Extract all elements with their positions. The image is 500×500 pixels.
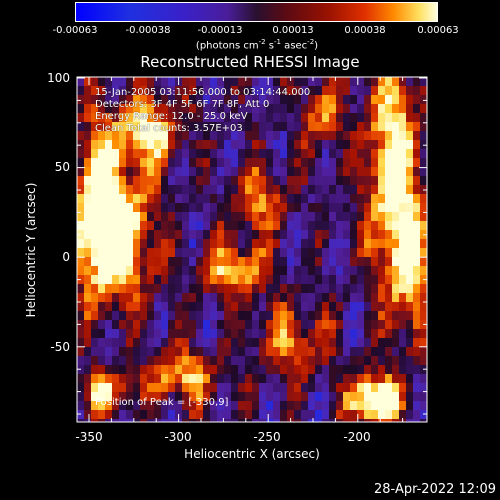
time-range-annotation: 15-Jan-2005 03:11:56.000 to 03:14:44.000 [95, 87, 311, 98]
y-tick-label: 0 [62, 250, 70, 264]
plot-title: Reconstructed RHESSI Image [140, 53, 360, 71]
colorbar-tick-label: 0.00013 [272, 25, 314, 36]
y-axis-ticks [77, 77, 427, 415]
peak-position-annotation: Position of Peak = [-330,9] [95, 397, 229, 408]
colorbar [75, 2, 438, 22]
energy-range-annotation: Energy Range: 12.0 - 25.0 keV [95, 111, 248, 122]
detectors-annotation: Detectors: 3F 4F 5F 6F 7F 8F, Att 0 [95, 99, 270, 110]
y-tick-label: 50 [54, 160, 70, 174]
colorbar-tick-label: 0.00063 [417, 25, 459, 36]
colorbar-tick-label: -0.00038 [125, 25, 171, 36]
x-axis-label: Heliocentric X (arcsec) [184, 447, 320, 461]
x-tick-label: -300 [164, 430, 192, 444]
colorbar-tick-label: -0.00063 [52, 25, 98, 36]
image-plot: 15-Jan-2005 03:11:56.000 to 03:14:44.000… [77, 77, 427, 422]
colorbar-tick-label: -0.00013 [197, 25, 243, 36]
x-tick-label: -250 [253, 430, 281, 444]
y-axis-label: Heliocentric Y (arcsec) [24, 182, 38, 318]
colorbar-units: (photons cm-2 s-1 asec-2) [195, 38, 319, 52]
timestamp: 28-Apr-2022 12:09 [374, 482, 496, 497]
image-heatmap [77, 77, 427, 422]
clean-counts-annotation: Clean Total counts: 3.57E+03 [95, 123, 243, 134]
x-axis-ticks [88, 77, 404, 422]
y-tick-label: 100 [47, 71, 70, 85]
x-tick-label: -200 [343, 430, 371, 444]
y-tick-label: -50 [50, 340, 70, 354]
colorbar-tick-label: 0.00038 [344, 25, 386, 36]
x-tick-label: -350 [75, 430, 103, 444]
